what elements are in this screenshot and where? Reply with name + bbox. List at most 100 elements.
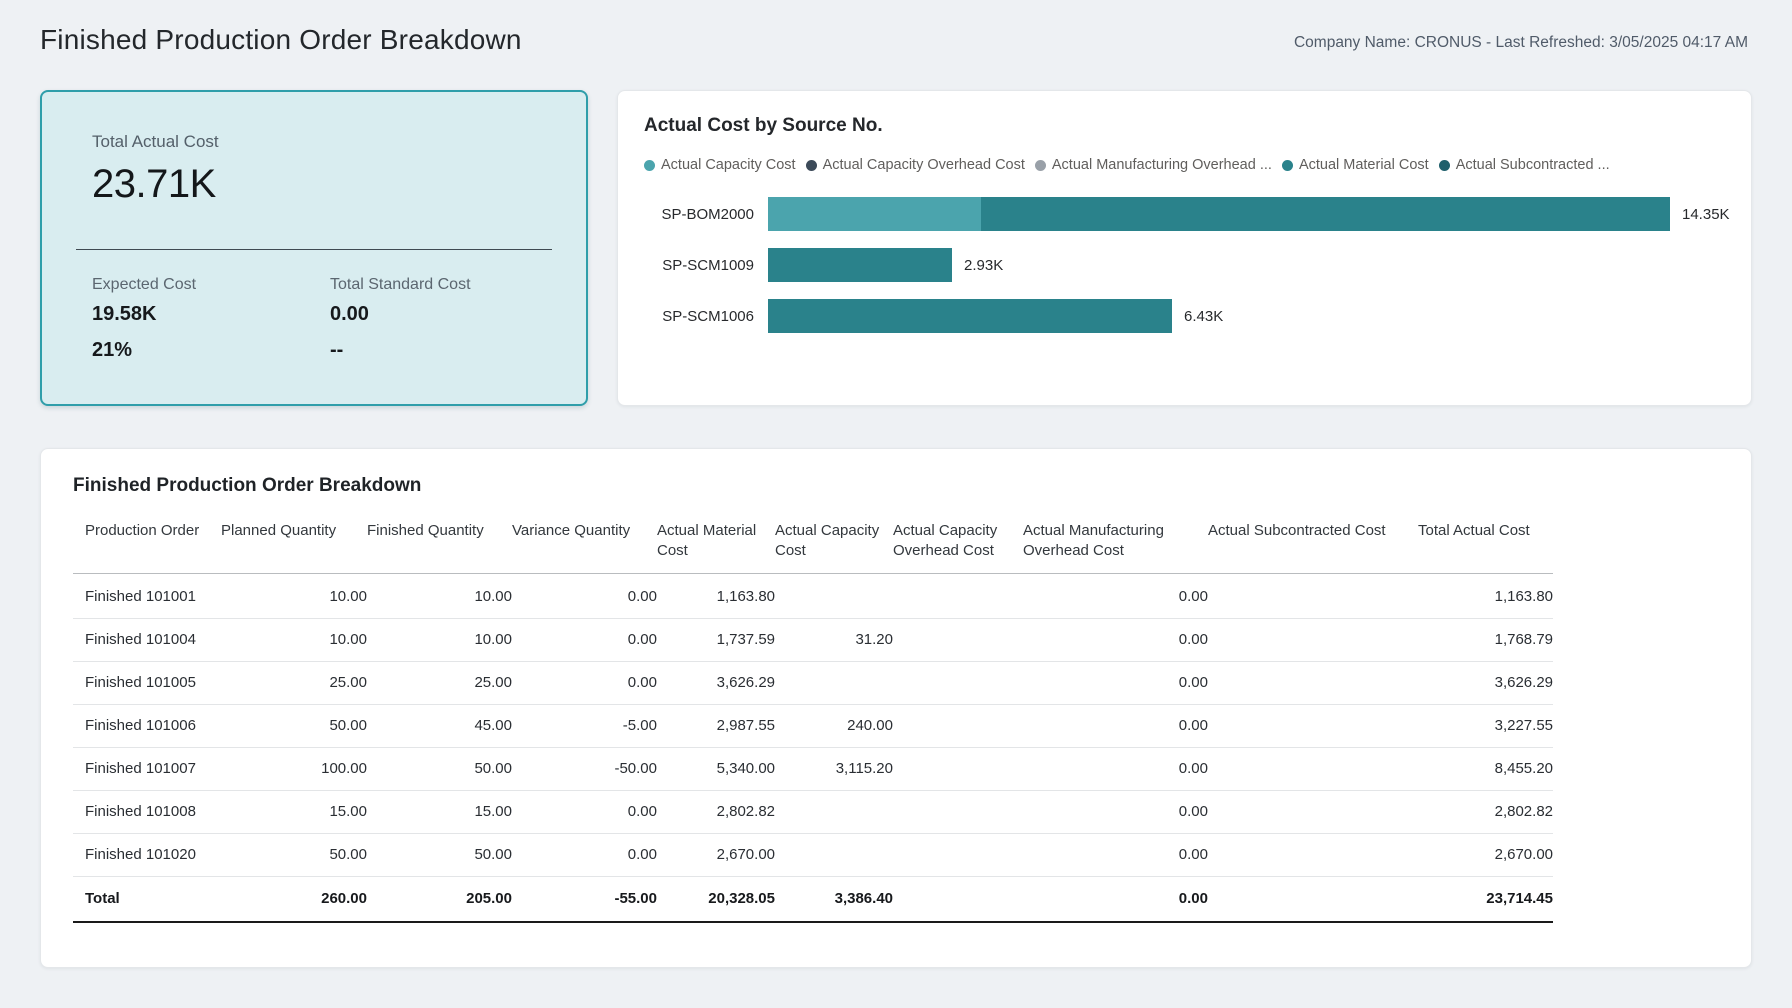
column-header[interactable]: Actual Capacity Cost xyxy=(775,522,880,559)
value-cell: 1,163.80 xyxy=(1494,588,1553,605)
column-header[interactable]: Actual Capacity Overhead Cost xyxy=(893,522,998,559)
value-cell: 1,163.80 xyxy=(716,588,775,605)
bar-row: SP-SCM1009 2.93K xyxy=(644,248,1725,282)
bar-row: SP-BOM2000 14.35K xyxy=(644,197,1730,231)
legend-label: Actual Material Cost xyxy=(1298,157,1429,173)
kpi-title: Total Actual Cost xyxy=(92,132,219,151)
value-cell: 5,340.00 xyxy=(716,760,775,777)
expected-cost-percent: 21% xyxy=(92,339,133,361)
column-header[interactable]: Variance Quantity xyxy=(512,522,631,539)
value-cell: 20,328.05 xyxy=(708,890,775,907)
bar-segment[interactable] xyxy=(768,248,952,282)
value-cell: 260.00 xyxy=(321,890,367,907)
value-cell xyxy=(1208,705,1418,748)
value-cell: -5.00 xyxy=(622,717,657,734)
bar-track xyxy=(768,248,952,282)
table-row: Finished 101020 50.00 50.00 0.00 2,670.00 0.0… xyxy=(73,834,1553,877)
column-header[interactable]: Finished Quantity xyxy=(367,522,484,539)
value-cell: 0.00 xyxy=(1178,846,1208,863)
page-title: Finished Production Order Breakdown xyxy=(40,24,522,55)
column-header[interactable]: Planned Quantity xyxy=(221,522,337,539)
production-order-cell: Finished 101008 xyxy=(85,803,196,820)
value-cell: 50.00 xyxy=(329,717,367,734)
production-order-cell: Finished 101004 xyxy=(85,631,196,648)
value-cell: 10.00 xyxy=(329,588,367,605)
value-cell xyxy=(1208,834,1418,877)
bar-track xyxy=(768,197,1670,231)
data-table: Production Order Planned Quantity Finished… xyxy=(73,515,1553,923)
table-row: Finished 101005 25.00 25.00 0.00 3,626.29 0.0… xyxy=(73,662,1553,705)
value-cell: 3,626.29 xyxy=(716,674,775,691)
legend-label: Actual Subcontracted ... xyxy=(1455,157,1610,173)
column-header[interactable]: Actual Material Cost xyxy=(657,522,757,559)
table-row: Finished 101008 15.00 15.00 0.00 2,802.82 0.0… xyxy=(73,791,1553,834)
value-cell: 10.00 xyxy=(474,588,512,605)
value-cell xyxy=(775,791,893,834)
legend-item[interactable]: Actual Capacity Cost xyxy=(644,157,796,173)
column-header[interactable]: Production Order xyxy=(85,522,200,539)
legend-item[interactable]: Actual Subcontracted ... xyxy=(1438,157,1610,173)
value-cell: 31.20 xyxy=(855,631,893,648)
report-meta: Company Name: CRONUS - Last Refreshed: 3… xyxy=(1293,34,1748,51)
value-cell: 0.00 xyxy=(1178,890,1208,907)
value-cell: 240.00 xyxy=(847,717,893,734)
value-cell xyxy=(775,574,893,619)
column-header[interactable]: Actual Manufacturing Overhead Cost xyxy=(1023,522,1164,559)
value-cell: -50.00 xyxy=(614,760,657,777)
value-cell xyxy=(1208,791,1418,834)
legend-item[interactable]: Actual Manufacturing Overhead ... xyxy=(1034,157,1272,173)
value-cell xyxy=(1208,748,1418,791)
bar-value-label: 6.43K xyxy=(1184,307,1224,325)
bar-track xyxy=(768,299,1172,333)
bar-segment[interactable] xyxy=(768,197,981,231)
value-cell xyxy=(893,619,1023,662)
legend-swatch-icon xyxy=(1438,159,1450,171)
value-cell: -55.00 xyxy=(614,890,657,907)
category-label: SP-SCM1009 xyxy=(662,256,754,274)
value-cell: 3,386.40 xyxy=(834,890,893,907)
legend-item[interactable]: Actual Capacity Overhead Cost xyxy=(805,157,1025,173)
value-cell xyxy=(893,705,1023,748)
production-order-cell: Finished 101001 xyxy=(85,588,196,605)
column-header[interactable]: Total Actual Cost xyxy=(1418,522,1530,539)
bar-value-label: 14.35K xyxy=(1682,205,1730,223)
value-cell: 1,737.59 xyxy=(716,631,775,648)
value-cell: 50.00 xyxy=(474,760,512,777)
table-title: Finished Production Order Breakdown xyxy=(73,475,422,496)
value-cell: 23,714.45 xyxy=(1486,890,1553,907)
value-cell: 50.00 xyxy=(329,846,367,863)
value-cell: 15.00 xyxy=(474,803,512,820)
legend-swatch-icon xyxy=(1281,159,1293,171)
bar-segment[interactable] xyxy=(768,299,1172,333)
table-row: Finished 101006 50.00 45.00 -5.00 2,987.55 24… xyxy=(73,705,1553,748)
value-cell xyxy=(893,748,1023,791)
bar-row: SP-SCM1006 6.43K xyxy=(644,299,1725,333)
chart-legend: Actual Capacity Cost Actual Capacity Over… xyxy=(644,157,1725,173)
legend-item[interactable]: Actual Material Cost xyxy=(1281,157,1429,173)
value-cell: 0.00 xyxy=(1178,760,1208,777)
value-cell: 25.00 xyxy=(329,674,367,691)
value-cell: 8,455.20 xyxy=(1494,760,1553,777)
kpi-divider xyxy=(76,249,552,250)
value-cell: 2,670.00 xyxy=(716,846,775,863)
value-cell: 0.00 xyxy=(627,631,657,648)
value-cell xyxy=(893,877,1023,923)
category-label: SP-SCM1006 xyxy=(662,307,754,325)
bar-chart-card: Actual Cost by Source No. Actual Capacit… xyxy=(617,90,1752,406)
value-cell: 0.00 xyxy=(627,588,657,605)
value-cell: 0.00 xyxy=(627,674,657,691)
bar-segment[interactable] xyxy=(981,197,1670,231)
legend-label: Actual Capacity Overhead Cost xyxy=(822,157,1025,173)
value-cell: 205.00 xyxy=(466,890,512,907)
table-row: Finished 101007 100.00 50.00 -50.00 5,340.00… xyxy=(73,748,1553,791)
value-cell xyxy=(1208,574,1418,619)
legend-swatch-icon xyxy=(805,159,817,171)
value-cell xyxy=(1208,877,1418,923)
kpi-subvalues: Expected Cost 19.58K 21% Total Standard … xyxy=(76,276,552,362)
value-cell xyxy=(775,834,893,877)
value-cell: 100.00 xyxy=(321,760,367,777)
table-total-row: Total 260.00 205.00 -55.00 20,328.05 3,386.40… xyxy=(73,876,1553,923)
value-cell: 0.00 xyxy=(1178,588,1208,605)
column-header[interactable]: Actual Subcontracted Cost xyxy=(1208,522,1386,539)
kpi-expected-cost: Expected Cost 19.58K 21% xyxy=(92,276,314,362)
